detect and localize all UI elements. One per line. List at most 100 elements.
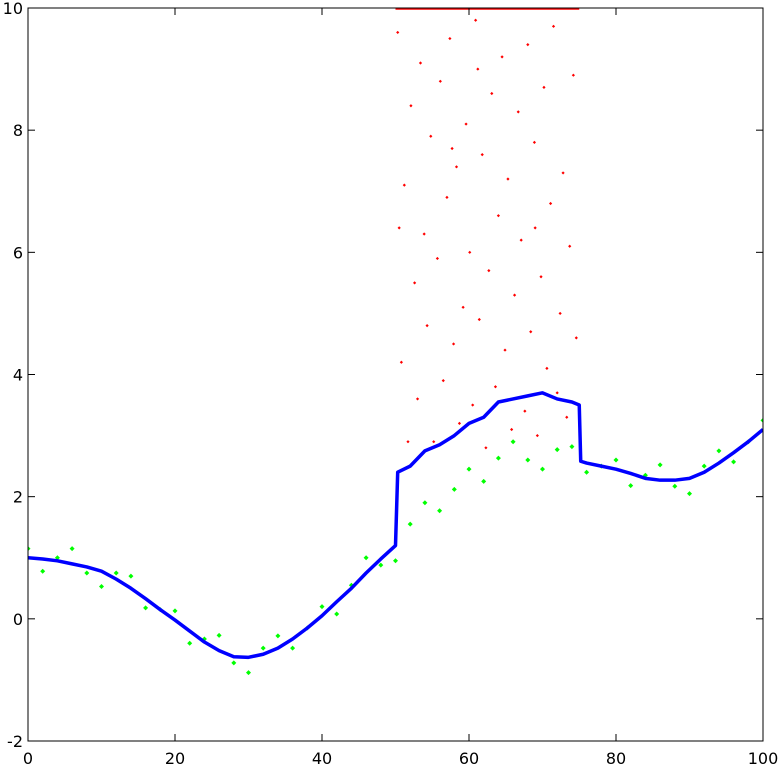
scatter-point (216, 632, 222, 638)
data-line (28, 391, 763, 660)
scatter-point (525, 457, 531, 463)
scatter-point (760, 417, 763, 423)
scatter-point (496, 214, 500, 218)
scatter-point (406, 440, 410, 444)
scatter-point (429, 134, 433, 138)
scatter-point (477, 317, 481, 322)
scatter-point (495, 455, 501, 461)
scatter-point (464, 122, 468, 126)
scatter-point (487, 269, 491, 273)
scatter-point (437, 508, 443, 514)
scatter-point (28, 546, 31, 552)
x-tick-label: 80 (606, 749, 626, 768)
scatter-point (378, 562, 384, 568)
scatter-point (69, 546, 75, 552)
scatter-point (143, 605, 149, 611)
x-tick-label: 60 (459, 749, 479, 768)
scatter-point (565, 415, 569, 419)
scatter-point (571, 73, 575, 77)
scatter-point (716, 448, 722, 454)
scatter-point (397, 226, 401, 230)
scatter-point (539, 275, 543, 279)
scatter-point (468, 250, 472, 254)
x-tick-label: 20 (165, 749, 185, 768)
scatter-point (687, 491, 692, 497)
scatter-point (533, 226, 537, 230)
scatter-point (457, 421, 462, 425)
scatter-point (503, 348, 507, 352)
scatter-point (628, 483, 634, 489)
scatter-point (435, 256, 439, 261)
scatter-point (422, 232, 426, 236)
scatter-point (448, 36, 452, 41)
scatter-point (246, 670, 251, 676)
scatter-point (172, 608, 178, 614)
scatter-point (402, 183, 406, 187)
scatter-point (319, 604, 325, 610)
x-tick-label: 40 (312, 749, 332, 768)
scatter-point (512, 293, 517, 297)
scatter-point (480, 153, 484, 157)
scatter-point (481, 478, 487, 484)
scatter-point (474, 18, 478, 22)
scatter-point (569, 444, 575, 450)
y-tick-label: 6 (13, 243, 23, 262)
scatter-point (545, 366, 549, 370)
scatter-point (701, 463, 707, 469)
scatter-point (516, 110, 520, 114)
scatter-point (548, 201, 553, 206)
scatter-point (275, 633, 281, 639)
scatter-point (363, 555, 369, 561)
scatter-point (40, 568, 46, 574)
scatter-point (613, 457, 619, 463)
scatter-point (425, 324, 429, 328)
scatter-point (657, 462, 663, 468)
plot-area (28, 8, 763, 676)
scatter-point (441, 379, 445, 383)
y-tick-label: 8 (13, 121, 23, 140)
scatter-point (84, 570, 90, 576)
scatter-point (128, 573, 134, 579)
scatter-point (526, 43, 530, 47)
scatter-point (568, 244, 572, 248)
scatter-point (532, 140, 537, 144)
scatter-point (454, 165, 459, 169)
scatter-point (393, 558, 398, 564)
scatter-point (731, 459, 737, 465)
x-tick-label: 100 (748, 749, 779, 768)
scatter-point (672, 483, 678, 489)
scatter-point (396, 30, 400, 35)
y-tick-label: 10 (3, 0, 23, 18)
x-tick-label: 0 (23, 749, 33, 768)
scatter-point (561, 171, 565, 175)
scatter-point (290, 645, 296, 651)
scatter-point (476, 67, 480, 71)
scatter-point (409, 104, 413, 108)
scatter-point (558, 311, 562, 316)
scatter-point (471, 403, 475, 407)
scatter-point (540, 466, 545, 472)
scatter-point (231, 660, 237, 666)
scatter-point (542, 85, 546, 90)
scatter-point (523, 409, 527, 413)
scatter-point (260, 645, 266, 651)
scatter-point (418, 61, 423, 65)
scatter-point (510, 427, 514, 432)
scatter-point (334, 611, 340, 617)
scatter-point (432, 440, 436, 444)
y-tick-label: 2 (13, 488, 23, 507)
scatter-point (407, 521, 413, 527)
scatter-point (415, 397, 420, 401)
axes-box (27, 7, 764, 742)
scatter-point (574, 336, 578, 340)
scatter-point (113, 570, 119, 576)
scatter-point (529, 330, 533, 334)
scatter-point (484, 446, 488, 450)
y-tick-label: -2 (7, 732, 23, 751)
scatter-point (584, 469, 590, 475)
scatter-point (461, 305, 465, 309)
scatter-point (399, 360, 403, 364)
scatter-point (535, 433, 539, 438)
scatter-point (510, 439, 516, 445)
